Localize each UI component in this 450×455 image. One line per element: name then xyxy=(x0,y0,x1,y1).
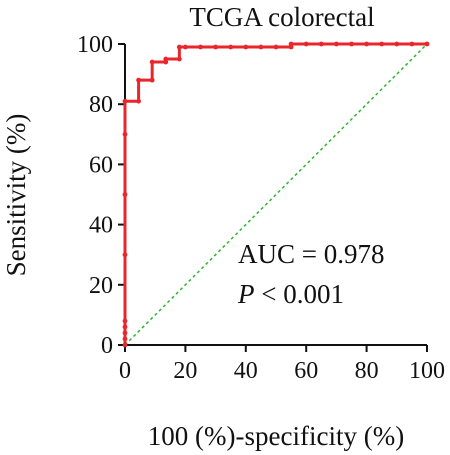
x-tick-label: 100 xyxy=(409,358,445,384)
roc-point xyxy=(243,44,249,50)
roc-point xyxy=(349,41,354,47)
reference-line xyxy=(124,43,428,346)
roc-point xyxy=(122,131,128,137)
roc-point xyxy=(228,44,234,50)
auc-annotation: AUC = 0.978 xyxy=(238,239,384,269)
roc-point xyxy=(122,342,128,348)
y-tick-label: 40 xyxy=(89,213,113,239)
plot-area: 0 20 40 60 80 100 0 20 40 60 80 100 xyxy=(77,32,445,384)
chart-title: TCGA colorectal xyxy=(189,2,374,32)
roc-point xyxy=(379,41,385,47)
y-tick-label: 0 xyxy=(101,333,113,359)
roc-point xyxy=(176,44,182,50)
x-tick-label: 40 xyxy=(234,358,258,384)
roc-point xyxy=(122,336,128,342)
y-tick-label: 100 xyxy=(77,32,113,58)
roc-point xyxy=(198,44,203,50)
y-tick-label: 20 xyxy=(89,273,113,299)
roc-point xyxy=(176,56,182,62)
p-value-text: < 0.001 xyxy=(255,279,344,309)
roc-point xyxy=(288,41,294,47)
roc-point xyxy=(409,41,415,47)
roc-point xyxy=(318,41,324,47)
roc-point xyxy=(273,44,279,50)
x-tick-label: 20 xyxy=(173,358,197,384)
roc-point xyxy=(163,56,169,62)
roc-point xyxy=(122,324,128,330)
roc-point xyxy=(122,330,128,336)
roc-point xyxy=(394,41,400,47)
roc-point xyxy=(334,41,339,47)
roc-point xyxy=(136,98,141,104)
y-tick-label: 60 xyxy=(89,152,113,178)
roc-point xyxy=(136,77,141,83)
roc-point xyxy=(258,44,264,50)
y-tick-label: 80 xyxy=(89,92,113,118)
roc-point xyxy=(364,41,369,47)
p-value-annotation: P < 0.001 xyxy=(237,279,344,309)
roc-point xyxy=(183,44,188,50)
roc-point xyxy=(122,192,128,197)
roc-point xyxy=(424,41,430,47)
roc-point xyxy=(213,44,219,50)
roc-point xyxy=(149,59,155,65)
y-axis-title: Sensitivity (%) xyxy=(1,114,31,277)
x-axis-title: 100 (%)-specificity (%) xyxy=(148,421,404,451)
roc-point xyxy=(122,318,128,324)
x-tick-label: 80 xyxy=(355,358,379,384)
roc-point xyxy=(149,77,155,83)
roc-point xyxy=(303,41,309,47)
x-tick-label: 60 xyxy=(294,358,318,384)
x-tick-label: 0 xyxy=(119,358,131,384)
roc-point xyxy=(122,98,128,104)
roc-point xyxy=(122,252,128,258)
p-symbol: P xyxy=(237,279,255,309)
